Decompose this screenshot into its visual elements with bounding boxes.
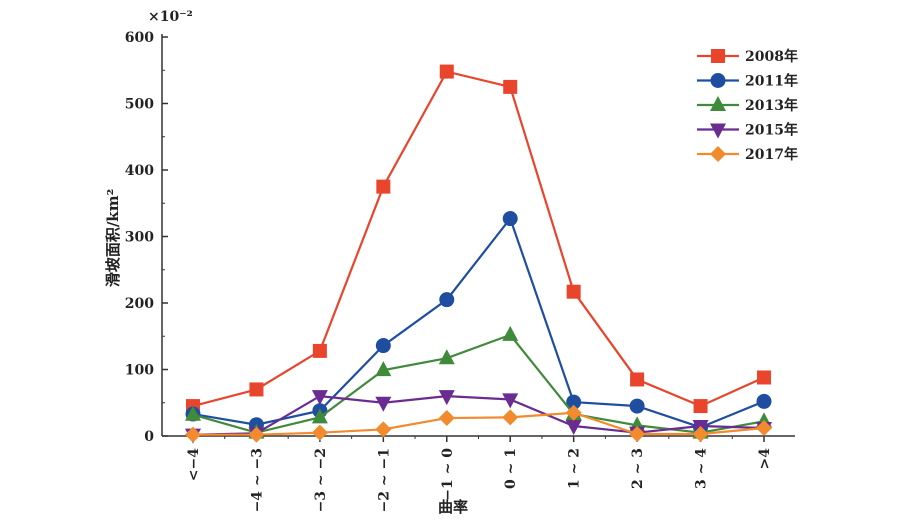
legend-marker (710, 123, 726, 139)
legend-marker (711, 49, 725, 63)
data-point (375, 421, 392, 438)
data-point (692, 426, 709, 443)
data-point (757, 370, 771, 385)
x-tick-label: −3 ~ −2 (313, 448, 329, 512)
series-2008年 (186, 64, 771, 414)
legend-label: 2015年 (745, 122, 798, 139)
data-point (502, 211, 518, 227)
series-2011年 (185, 211, 772, 435)
y-axis-title: 滑坡面积/km² (104, 189, 122, 287)
data-point (311, 424, 328, 441)
series-line (192, 394, 765, 436)
legend-marker (710, 73, 726, 88)
legend-label: 2008年 (745, 48, 798, 65)
x-tick-label: >4 (757, 448, 773, 470)
legend-marker (710, 146, 726, 162)
legend-label: 2011年 (745, 73, 798, 90)
y-tick-label: 200 (125, 296, 154, 312)
data-point (565, 404, 582, 421)
y-tick-label: 600 (125, 30, 154, 46)
x-axis-title: 曲率 (438, 498, 468, 516)
y-tick-label: 0 (144, 429, 154, 445)
legend-item: 2008年 (697, 48, 798, 65)
legend-marker (710, 96, 726, 111)
data-point (185, 405, 201, 421)
series-line (192, 70, 765, 408)
data-point (249, 382, 264, 397)
data-point (438, 390, 455, 406)
x-tick-label: −2 ~ −1 (376, 448, 392, 512)
data-point (311, 408, 328, 424)
legend-label: 2013年 (745, 97, 798, 114)
legend-label: 2017年 (745, 146, 798, 163)
legend-item: 2017年 (697, 146, 798, 163)
legend-item: 2015年 (697, 122, 798, 139)
data-point (185, 426, 201, 443)
legend-item: 2011年 (697, 73, 798, 90)
data-point (375, 338, 391, 354)
x-tick-label: 3 ~ 4 (694, 448, 710, 489)
data-point (693, 399, 708, 414)
data-point (756, 420, 772, 437)
data-point (629, 398, 645, 414)
data-point (439, 292, 455, 308)
data-point (629, 426, 646, 443)
data-point (566, 394, 582, 410)
y-tick-label: 500 (125, 97, 154, 113)
series-layer (185, 64, 772, 444)
data-point (376, 179, 391, 194)
x-tick-label: 0 ~ 1 (503, 448, 519, 489)
data-point (756, 393, 772, 409)
data-point (503, 79, 518, 94)
data-point (565, 420, 582, 436)
y-multiplier-label: ×10⁻² (148, 9, 193, 25)
data-point (439, 64, 454, 79)
x-tick-label: −4 ~ −3 (249, 448, 265, 512)
series-2017年 (185, 404, 772, 443)
data-point (438, 349, 455, 365)
legend-item: 2013年 (697, 96, 798, 114)
data-point (375, 396, 392, 412)
series-line (193, 411, 765, 436)
legend: 2008年 2011年 2013年 2015年 2017年 (697, 48, 798, 163)
data-point (248, 426, 265, 443)
data-point (311, 390, 328, 406)
data-point (438, 410, 455, 427)
x-tick-label: <−4 (186, 448, 202, 481)
data-point (502, 409, 519, 426)
x-tick-label: −1 ~ 0 (440, 448, 456, 501)
y-tick-label: 400 (125, 163, 154, 179)
series-line (192, 216, 765, 429)
data-point (630, 372, 645, 387)
y-tick-label: 300 (125, 230, 154, 246)
data-point (502, 325, 519, 341)
x-tick-label: 1 ~ 2 (567, 448, 583, 489)
x-tick-label: 2 ~ 3 (630, 448, 646, 489)
y-tick-label: 100 (125, 363, 154, 379)
data-point (566, 284, 581, 299)
data-point (375, 361, 392, 377)
data-point (312, 343, 327, 358)
data-point (502, 393, 519, 409)
axes: 0 100 200 300 400 500 600 <−4 −4 ~ −3 −3 ~ −2 −2 ~… (125, 30, 795, 512)
